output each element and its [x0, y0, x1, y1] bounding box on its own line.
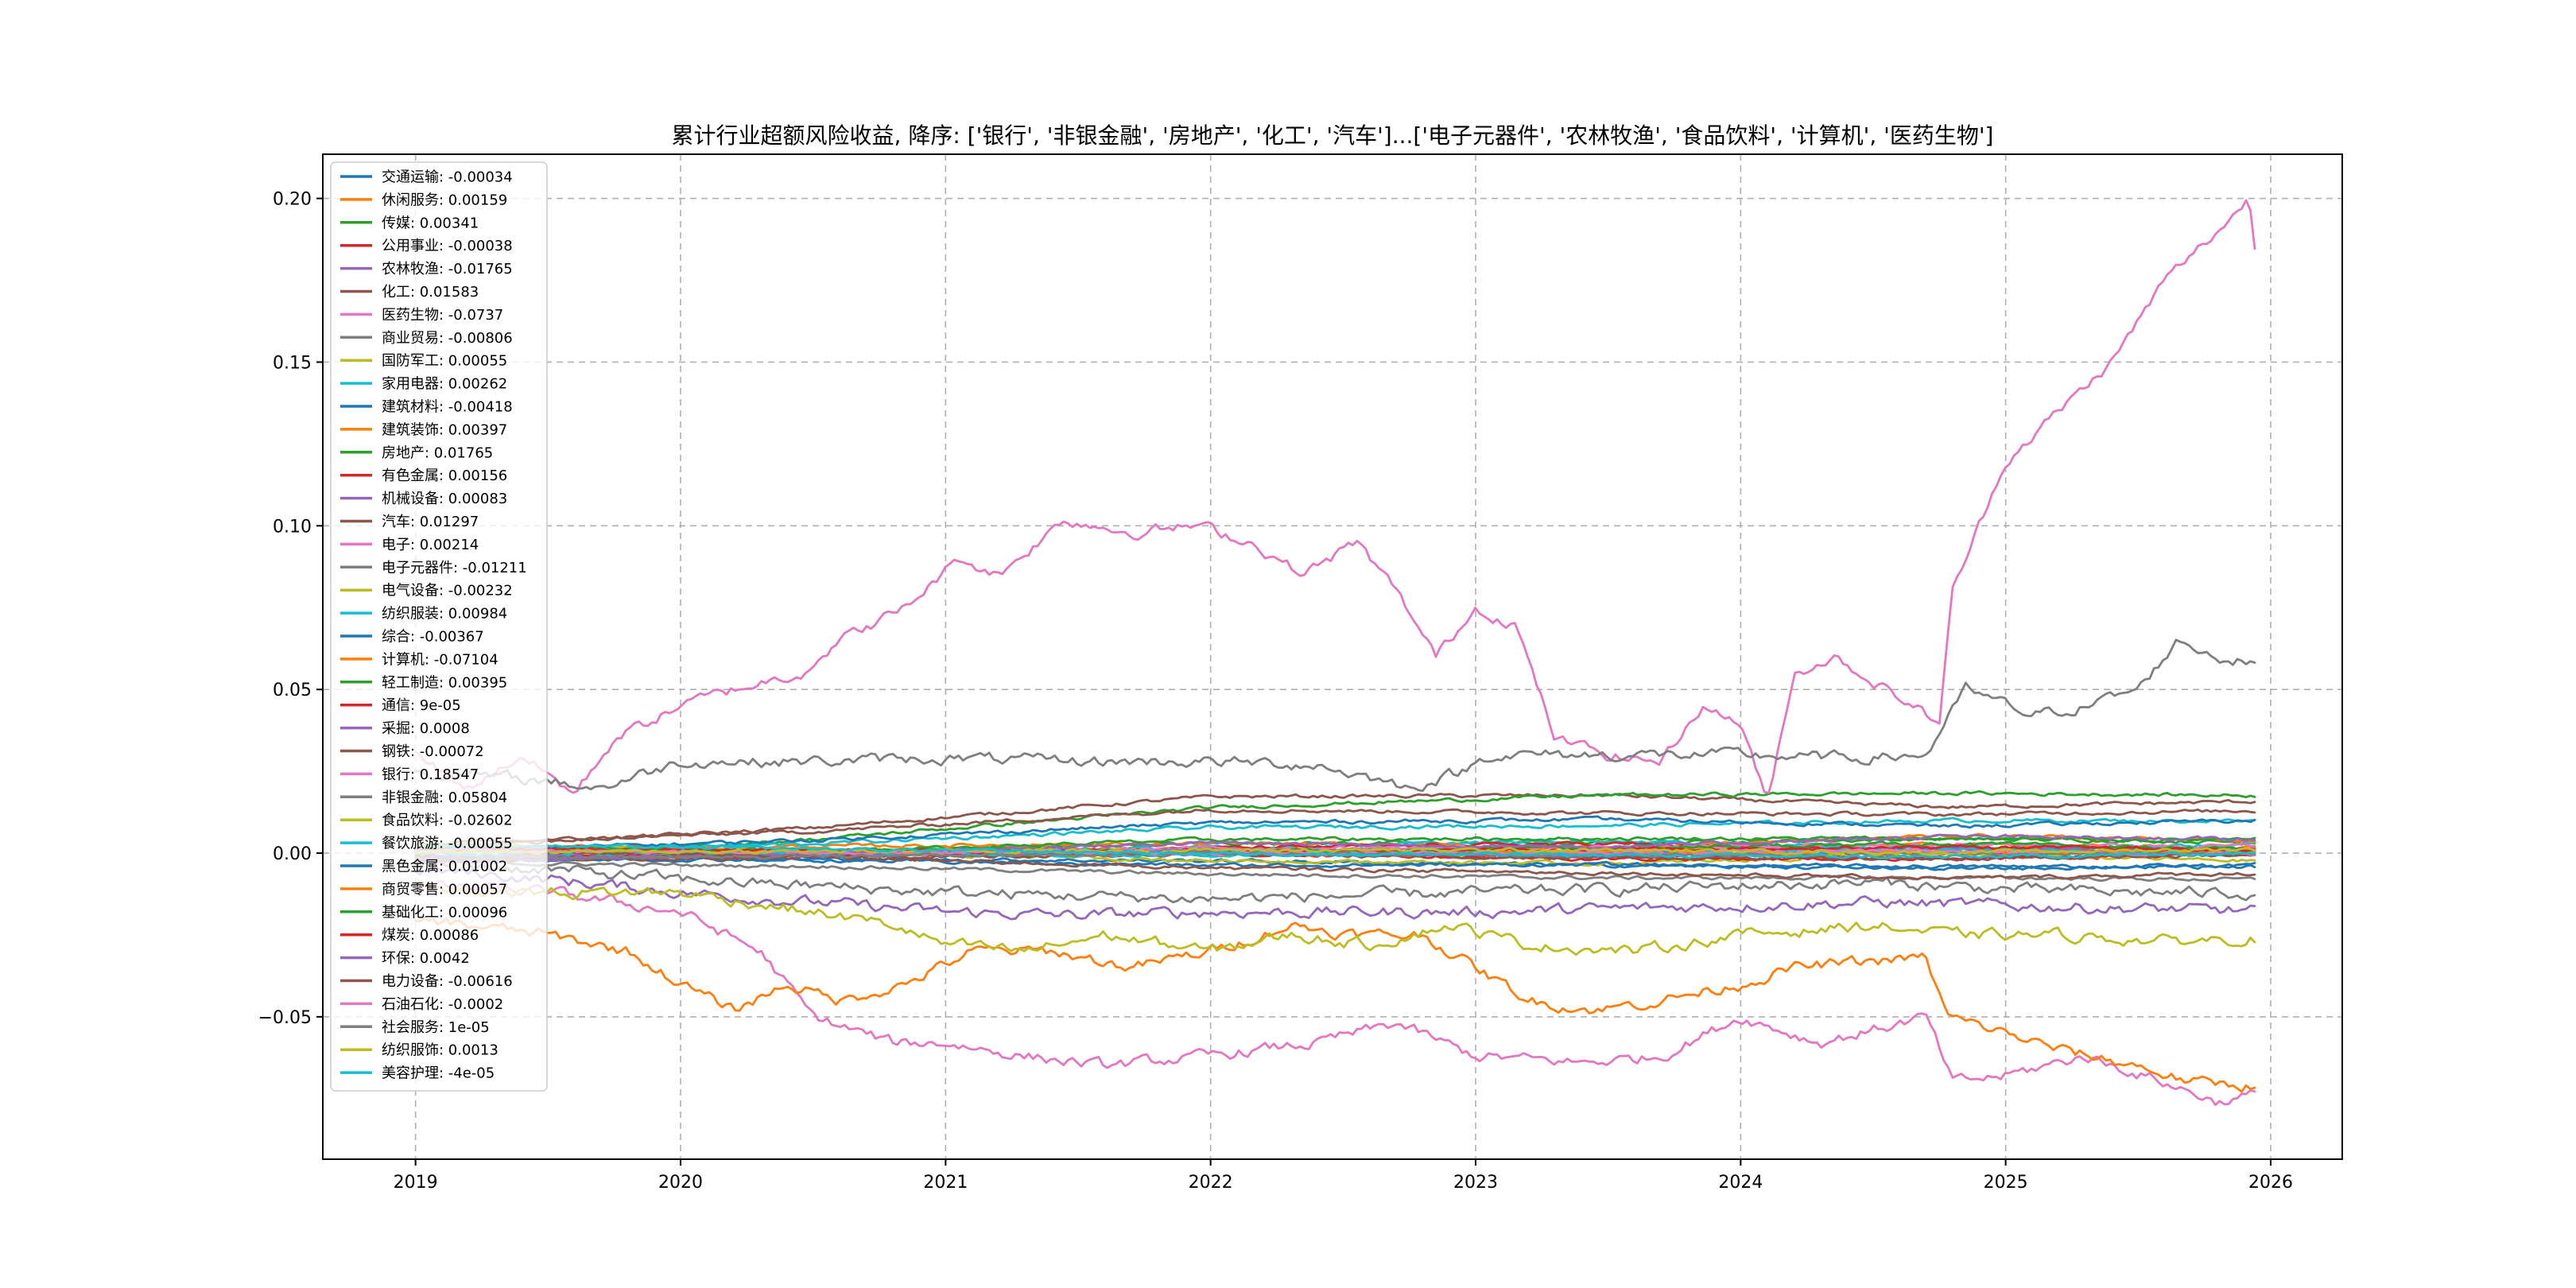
legend-entry: 建筑材料: -0.00418 [382, 399, 513, 416]
series-line-29 [414, 880, 2256, 956]
x-tick-label: 2023 [1453, 1173, 1498, 1193]
legend-entry: 汽车: 0.01297 [382, 514, 479, 530]
series-line-39 [414, 847, 2256, 856]
legend-entry: 有色金属: 0.00156 [382, 467, 507, 484]
legend-entry: 综合: -0.00367 [382, 629, 484, 646]
legend-entry: 社会服务: 1e-05 [382, 1019, 490, 1036]
legend-entry: 机械设备: 0.00083 [382, 491, 507, 507]
legend-entry: 食品饮料: -0.02602 [382, 813, 513, 829]
series-line-36 [414, 847, 2256, 881]
y-tick-label: −0.05 [258, 1008, 312, 1028]
legend-entry: 化工: 0.01583 [382, 284, 479, 301]
axis-ticks: 2019 2020 2021 2022 2023 2024 2025 2026 −0.05 0.0… [258, 190, 2293, 1193]
legend-entry: 房地产: 0.01765 [382, 444, 493, 461]
legend-entry: 商贸零售: 0.00057 [382, 881, 507, 898]
series-line-31 [414, 815, 2256, 853]
series-line-40 [414, 842, 2256, 859]
x-tick-label: 2024 [1718, 1173, 1763, 1193]
y-tick-label: 0.05 [273, 681, 312, 700]
x-tick-label: 2026 [2248, 1173, 2293, 1193]
legend-entry: 电力设备: -0.00616 [382, 973, 513, 990]
series-line-28 [414, 638, 2256, 792]
legend-entry: 非银金融: 0.05804 [382, 789, 507, 806]
y-tick-label: 0.20 [273, 190, 312, 210]
legend-entry: 采掘: 0.0008 [382, 720, 470, 737]
legend-entry: 通信: 9e-05 [382, 697, 461, 714]
legend-entry: 餐饮旅游: -0.00055 [382, 836, 513, 852]
legend-entry: 基础化工: 0.00096 [382, 904, 507, 921]
chart-title: 累计行业超额风险收益, 降序: ['银行', '非银金融', '房地产', '化… [672, 122, 1994, 149]
legend-entry: 电气设备: -0.00232 [382, 583, 513, 599]
legend-entry: 美容护理: -4e-05 [382, 1065, 495, 1082]
legend-entry: 传媒: 0.00341 [382, 215, 479, 231]
legend-entry: 国防军工: 0.00055 [382, 353, 507, 370]
legend-entry: 环保: 0.0042 [382, 950, 470, 967]
series-lines [414, 199, 2256, 1107]
grid [323, 154, 2342, 1159]
legend-entry: 钢铁: -0.00072 [382, 743, 484, 760]
legend-entry: 轻工制造: 0.00395 [382, 674, 507, 691]
x-tick-label: 2022 [1189, 1173, 1233, 1193]
legend-entry: 医药生物: -0.0737 [382, 307, 503, 324]
legend-entry: 石油石化: -0.0002 [382, 996, 503, 1013]
legend-entry: 休闲服务: 0.00159 [382, 192, 507, 208]
plot-frame [322, 153, 2343, 1160]
legend-entry: 交通运输: -0.00034 [382, 169, 513, 186]
legend-box [330, 161, 548, 1092]
series-line-6 [414, 793, 2256, 851]
legend-entry: 家用电器: 0.00262 [382, 376, 507, 393]
x-tick-label: 2025 [1984, 1173, 2028, 1193]
series-line-5 [414, 866, 2256, 921]
y-tick-label: 0.00 [273, 844, 312, 864]
legend-entry: 电子元器件: -0.01211 [382, 560, 527, 576]
legend-entry: 农林牧渔: -0.01765 [382, 261, 513, 277]
legend-entry: 银行: 0.18547 [382, 766, 479, 783]
series-line-18 [414, 859, 2256, 904]
legend-entry: 计算机: -0.07104 [382, 651, 499, 668]
legend-entry: 煤炭: 0.00086 [382, 927, 479, 944]
legend-entry: 纺织服装: 0.00984 [382, 606, 507, 623]
legend: 交通运输: -0.00034 休闲服务: 0.00159 传媒: 0.00341 公用… [330, 161, 548, 1092]
legend-entry: 公用事业: -0.00038 [382, 238, 513, 254]
x-tick-label: 2019 [394, 1173, 438, 1193]
y-tick-label: 0.15 [273, 353, 312, 373]
series-line-7 [414, 879, 2256, 1107]
legend-entry: 建筑装饰: 0.00397 [382, 421, 507, 438]
legend-entry: 商业贸易: -0.00806 [382, 330, 513, 347]
y-tick-label: 0.10 [273, 517, 312, 537]
series-line-27 [414, 199, 2256, 794]
x-tick-label: 2020 [658, 1173, 703, 1193]
series-line-16 [414, 808, 2256, 848]
series-line-22 [414, 916, 2256, 1093]
legend-entry: 黑色金属: 0.01002 [382, 859, 507, 875]
x-tick-label: 2021 [923, 1173, 968, 1193]
legend-entry: 纺织服饰: 0.0013 [382, 1042, 499, 1059]
legend-entry: 电子: 0.00214 [382, 537, 479, 553]
